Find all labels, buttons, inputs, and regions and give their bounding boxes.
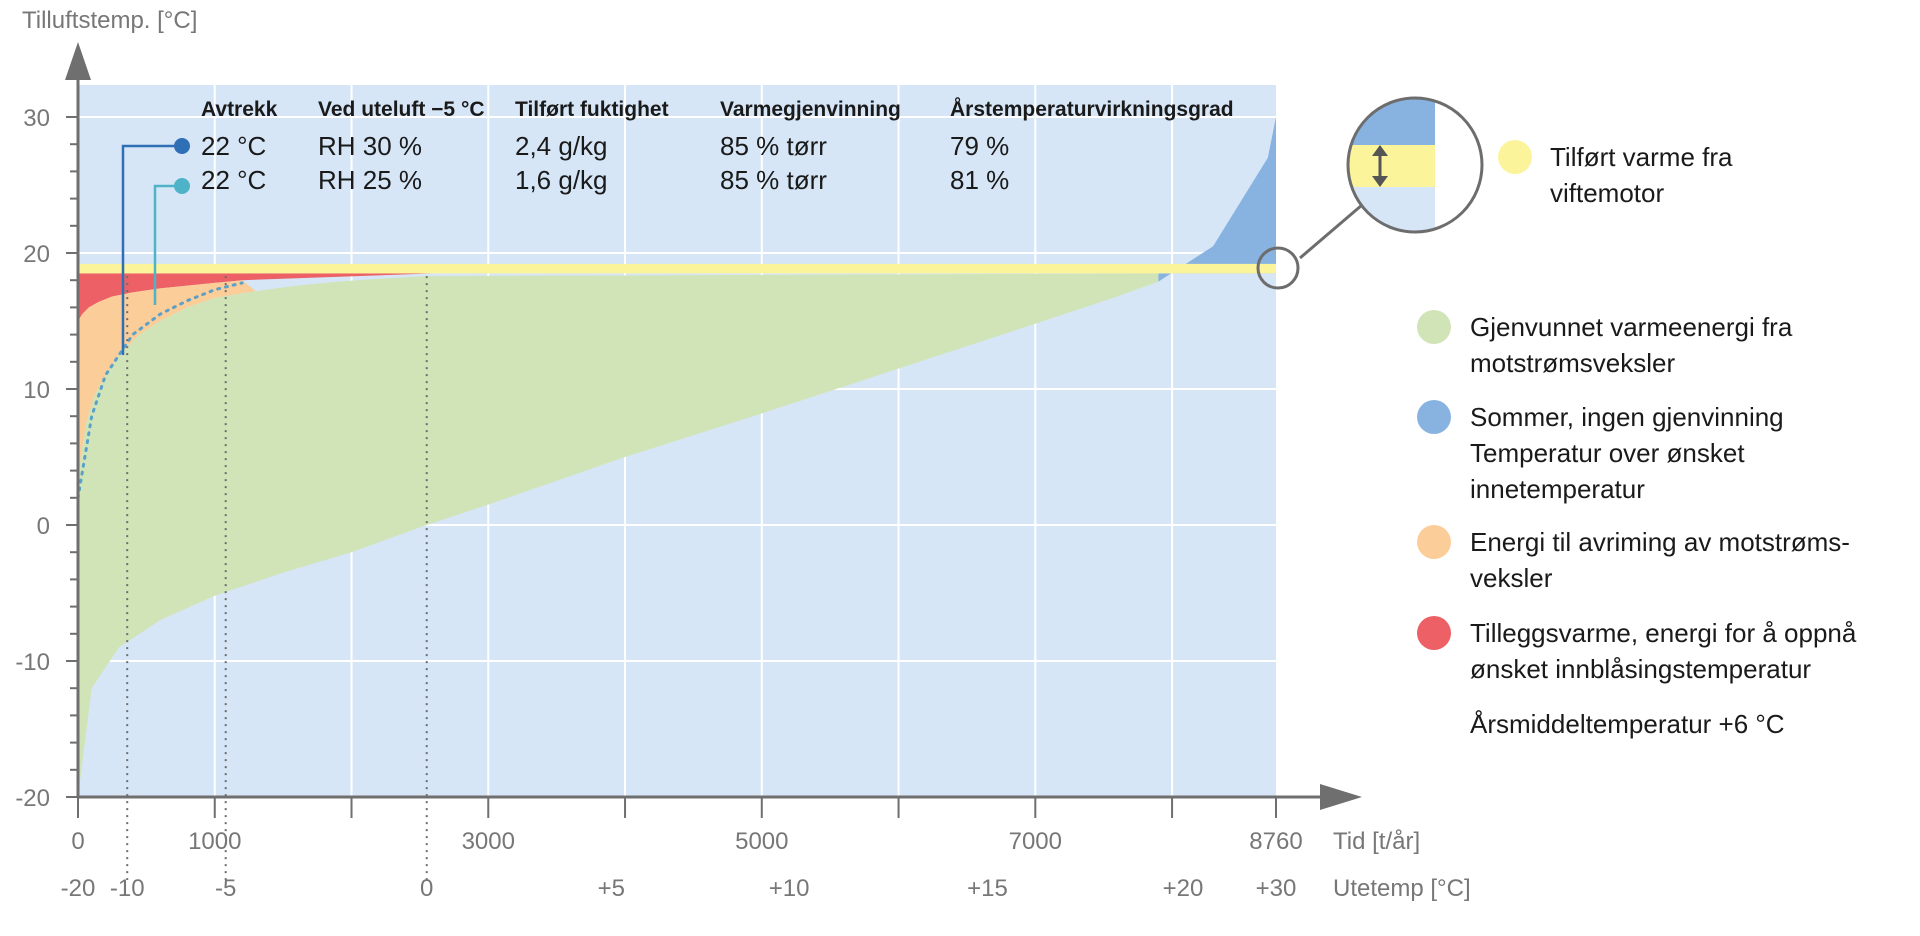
x2-tick-label: -10: [110, 875, 145, 902]
legend-label: motstrømsveksler: [1470, 348, 1675, 378]
table-cell: RH 25 %: [318, 165, 422, 195]
unit-connector: [121, 144, 182, 355]
table-cell: 22 °C: [201, 165, 266, 195]
table-cell: 85 % tørr: [720, 131, 827, 161]
table-header: Tilført fuktighet: [515, 98, 669, 121]
zoom-circle-outline: [1346, 96, 1484, 234]
legend-swatch-fan-heat: [1498, 140, 1532, 174]
x2-tick-label: 0: [420, 875, 433, 902]
legend-swatch: [1417, 400, 1451, 434]
area-recovered-heat: [78, 273, 1159, 797]
x-tick-label: 1000: [188, 828, 241, 855]
table-cell: 85 % tørr: [720, 165, 827, 195]
zoom-fan-heat: [1348, 145, 1435, 187]
x2-tick-label: +5: [598, 875, 625, 902]
legend-label: Sommer, ingen gjenvinning: [1470, 402, 1784, 432]
unit-marker: [174, 178, 190, 194]
x-tick-label: 5000: [735, 828, 788, 855]
table-header: Varmegjenvinning: [720, 98, 901, 121]
plot-area: [76, 85, 1276, 880]
unit-marker: [174, 138, 190, 154]
y-tick-label: -10: [15, 649, 50, 676]
legend-label-fan-heat: Tilført varme fra: [1550, 142, 1733, 172]
area-summer: [1158, 117, 1276, 282]
zoom-content: [1348, 98, 1482, 232]
y-tick-label: 0: [37, 513, 50, 540]
y-tick-label: 30: [23, 105, 50, 132]
table-cell: 79 %: [950, 131, 1009, 161]
legend-label: veksler: [1470, 563, 1553, 593]
x2-tick-label: -5: [215, 875, 236, 902]
legend-label-fan-heat: viftemotor: [1550, 178, 1664, 208]
legend-swatch: [1417, 616, 1451, 650]
x2-tick-label: -20: [61, 875, 96, 902]
legend-label: innetemperatur: [1470, 474, 1645, 504]
table-header: Ved uteluft −5 °C: [318, 98, 485, 121]
table-cell: 81 %: [950, 165, 1009, 195]
legend-annual-mean: Årsmiddeltemperatur +6 °C: [1470, 709, 1785, 739]
area-extra-heat: [78, 273, 434, 321]
zoom-arrow-up-icon: [1372, 145, 1388, 156]
zoom-inset: [1256, 96, 1484, 290]
x-tick-label: 0: [71, 828, 84, 855]
table-cell: RH 30 %: [318, 131, 422, 161]
table-cell: 22 °C: [201, 131, 266, 161]
legend: Tilført varme fra viftemotor Gjenvunnet va…: [1417, 140, 1857, 739]
zoom-arrow-down-icon: [1372, 176, 1388, 187]
legend-swatch: [1417, 310, 1451, 344]
x2-tick-label: +10: [769, 875, 810, 902]
unit-connector: [153, 184, 182, 305]
x-axis-title: Tid [t/år]: [1333, 828, 1420, 855]
legend-label: Tilleggsvarme, energi for å oppnå: [1470, 618, 1857, 648]
data-table: Avtrekk Ved uteluft −5 °C Tilført fuktighe…: [121, 97, 1234, 355]
y-axis-title: Tilluftstemp. [°C]: [22, 7, 197, 34]
table-cell: 1,6 g/kg: [515, 165, 608, 195]
x2-tick-label: +30: [1256, 875, 1297, 902]
legend-label: Energi til avriming av motstrøms-: [1470, 527, 1850, 557]
curve-unit-dotted: [76, 281, 244, 500]
y-axis-arrow: [65, 42, 91, 80]
x2-tick-label: +15: [967, 875, 1008, 902]
legend-label: Gjenvunnet varmeenergi fra: [1470, 312, 1793, 342]
axes: 30 20 10 0 -10 -20 Tilluftstemp. [°C] 0 1000 3000…: [15, 7, 1470, 902]
y-tick-label: -20: [15, 785, 50, 812]
table-cell: 2,4 g/kg: [515, 131, 608, 161]
x2-axis-title: Utetemp [°C]: [1333, 875, 1471, 902]
x2-tick-label: +20: [1163, 875, 1204, 902]
x-tick-label: 3000: [462, 828, 515, 855]
x-axis-arrow: [1320, 784, 1362, 810]
zoom-target-circle: [1256, 246, 1300, 290]
legend-label: Temperatur over ønsket: [1470, 438, 1745, 468]
legend-label: ønsket innblåsingstemperatur: [1470, 654, 1811, 684]
x-tick-label: 7000: [1009, 828, 1062, 855]
x-tick-label: 8760: [1249, 828, 1302, 855]
legend-swatch: [1417, 525, 1451, 559]
table-header: Avtrekk: [201, 98, 278, 121]
band-fan-heat: [78, 263, 1276, 274]
y-tick-label: 10: [23, 377, 50, 404]
table-header: Årstemperaturvirkningsgrad: [950, 97, 1234, 121]
y-tick-label: 20: [23, 241, 50, 268]
zoom-connector: [1299, 203, 1363, 260]
